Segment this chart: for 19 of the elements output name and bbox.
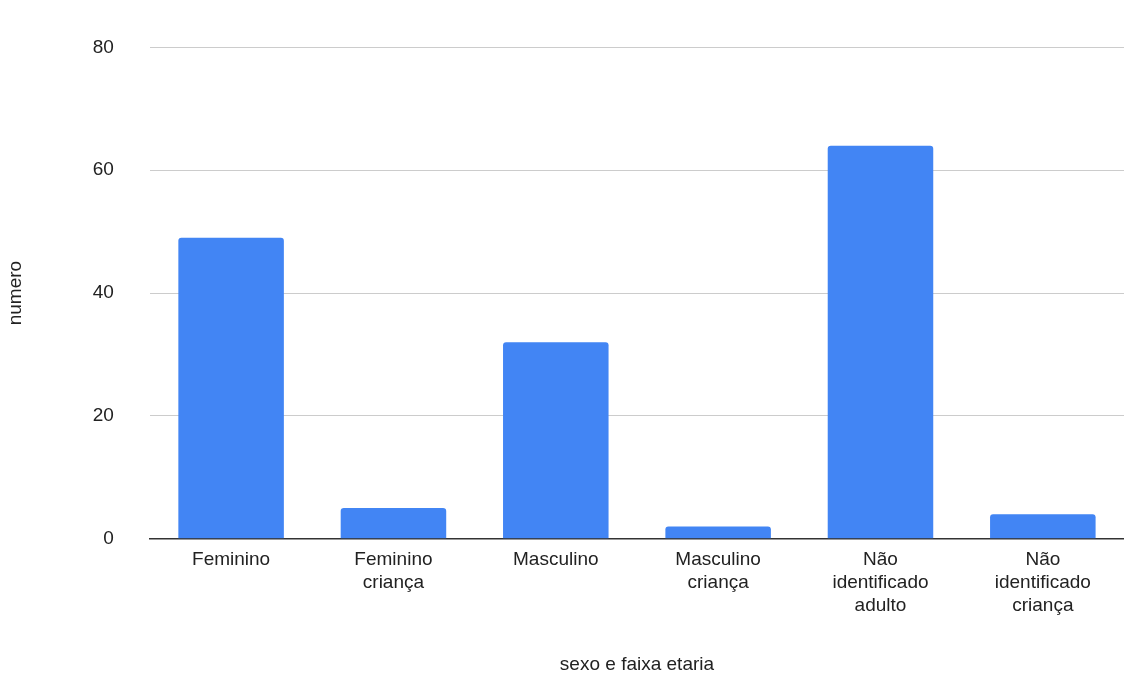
x-tick-label: Não identificado adulto <box>832 548 929 616</box>
bar <box>503 342 609 539</box>
y-axis-title: numero <box>3 260 25 326</box>
bar <box>178 237 284 539</box>
y-tick-label: 0 <box>103 527 114 549</box>
bar <box>665 526 771 539</box>
y-tick-label: 20 <box>92 404 114 426</box>
y-tick-label: 60 <box>92 158 114 180</box>
y-tick-label: 80 <box>92 35 114 57</box>
x-tick-label: Não identificado criança <box>994 548 1091 616</box>
y-tick-label: 40 <box>92 281 114 303</box>
x-tick-label: Feminino criança <box>354 548 433 593</box>
x-tick-label: Masculino criança <box>675 548 761 593</box>
bar <box>827 145 934 539</box>
bar <box>340 508 447 539</box>
x-axis-title: sexo e faixa etaria <box>559 652 715 674</box>
bar <box>990 514 1096 539</box>
x-tick-label: Feminino <box>192 548 271 570</box>
x-tick-label: Masculino <box>513 548 599 570</box>
